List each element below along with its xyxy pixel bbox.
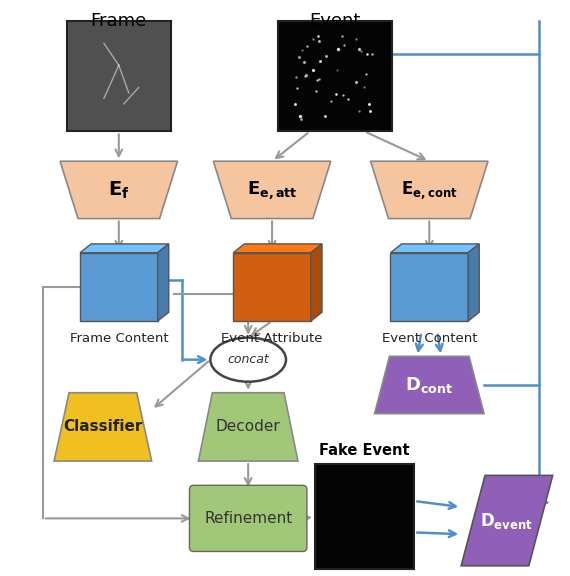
Bar [315,464,414,569]
Polygon shape [468,244,479,321]
Polygon shape [370,161,488,218]
Polygon shape [158,244,169,321]
Bar [278,21,392,131]
Polygon shape [233,244,322,253]
Polygon shape [461,475,553,566]
Text: Classifier: Classifier [63,419,142,434]
Text: Event Content: Event Content [381,332,477,345]
Text: concat: concat [227,353,269,366]
Text: $\mathbf{D_{cont}}$: $\mathbf{D_{cont}}$ [405,375,453,395]
Text: $\mathbf{D_{event}}$: $\mathbf{D_{event}}$ [481,510,534,530]
Polygon shape [390,253,468,321]
Polygon shape [198,393,298,461]
Ellipse shape [210,338,286,382]
Text: Fake Event: Fake Event [319,443,410,458]
Text: Frame: Frame [91,13,147,31]
Text: Frame Content: Frame Content [70,332,168,345]
FancyBboxPatch shape [189,486,307,551]
Polygon shape [54,393,152,461]
Text: Event: Event [309,13,360,31]
Text: Event Attribute: Event Attribute [221,332,323,345]
Polygon shape [233,253,311,321]
Text: $\mathbf{E_f}$: $\mathbf{E_f}$ [108,179,129,200]
Polygon shape [374,357,484,414]
Polygon shape [213,161,331,218]
Text: $\mathbf{E_{e,cont}}$: $\mathbf{E_{e,cont}}$ [401,179,458,201]
Text: $\mathbf{E_{e,att}}$: $\mathbf{E_{e,att}}$ [247,179,298,201]
Polygon shape [80,253,158,321]
Text: Refinement: Refinement [204,511,292,526]
Polygon shape [80,244,169,253]
Polygon shape [390,244,479,253]
Text: Decoder: Decoder [216,419,280,434]
Polygon shape [60,161,177,218]
Bar [67,21,171,131]
Polygon shape [311,244,322,321]
